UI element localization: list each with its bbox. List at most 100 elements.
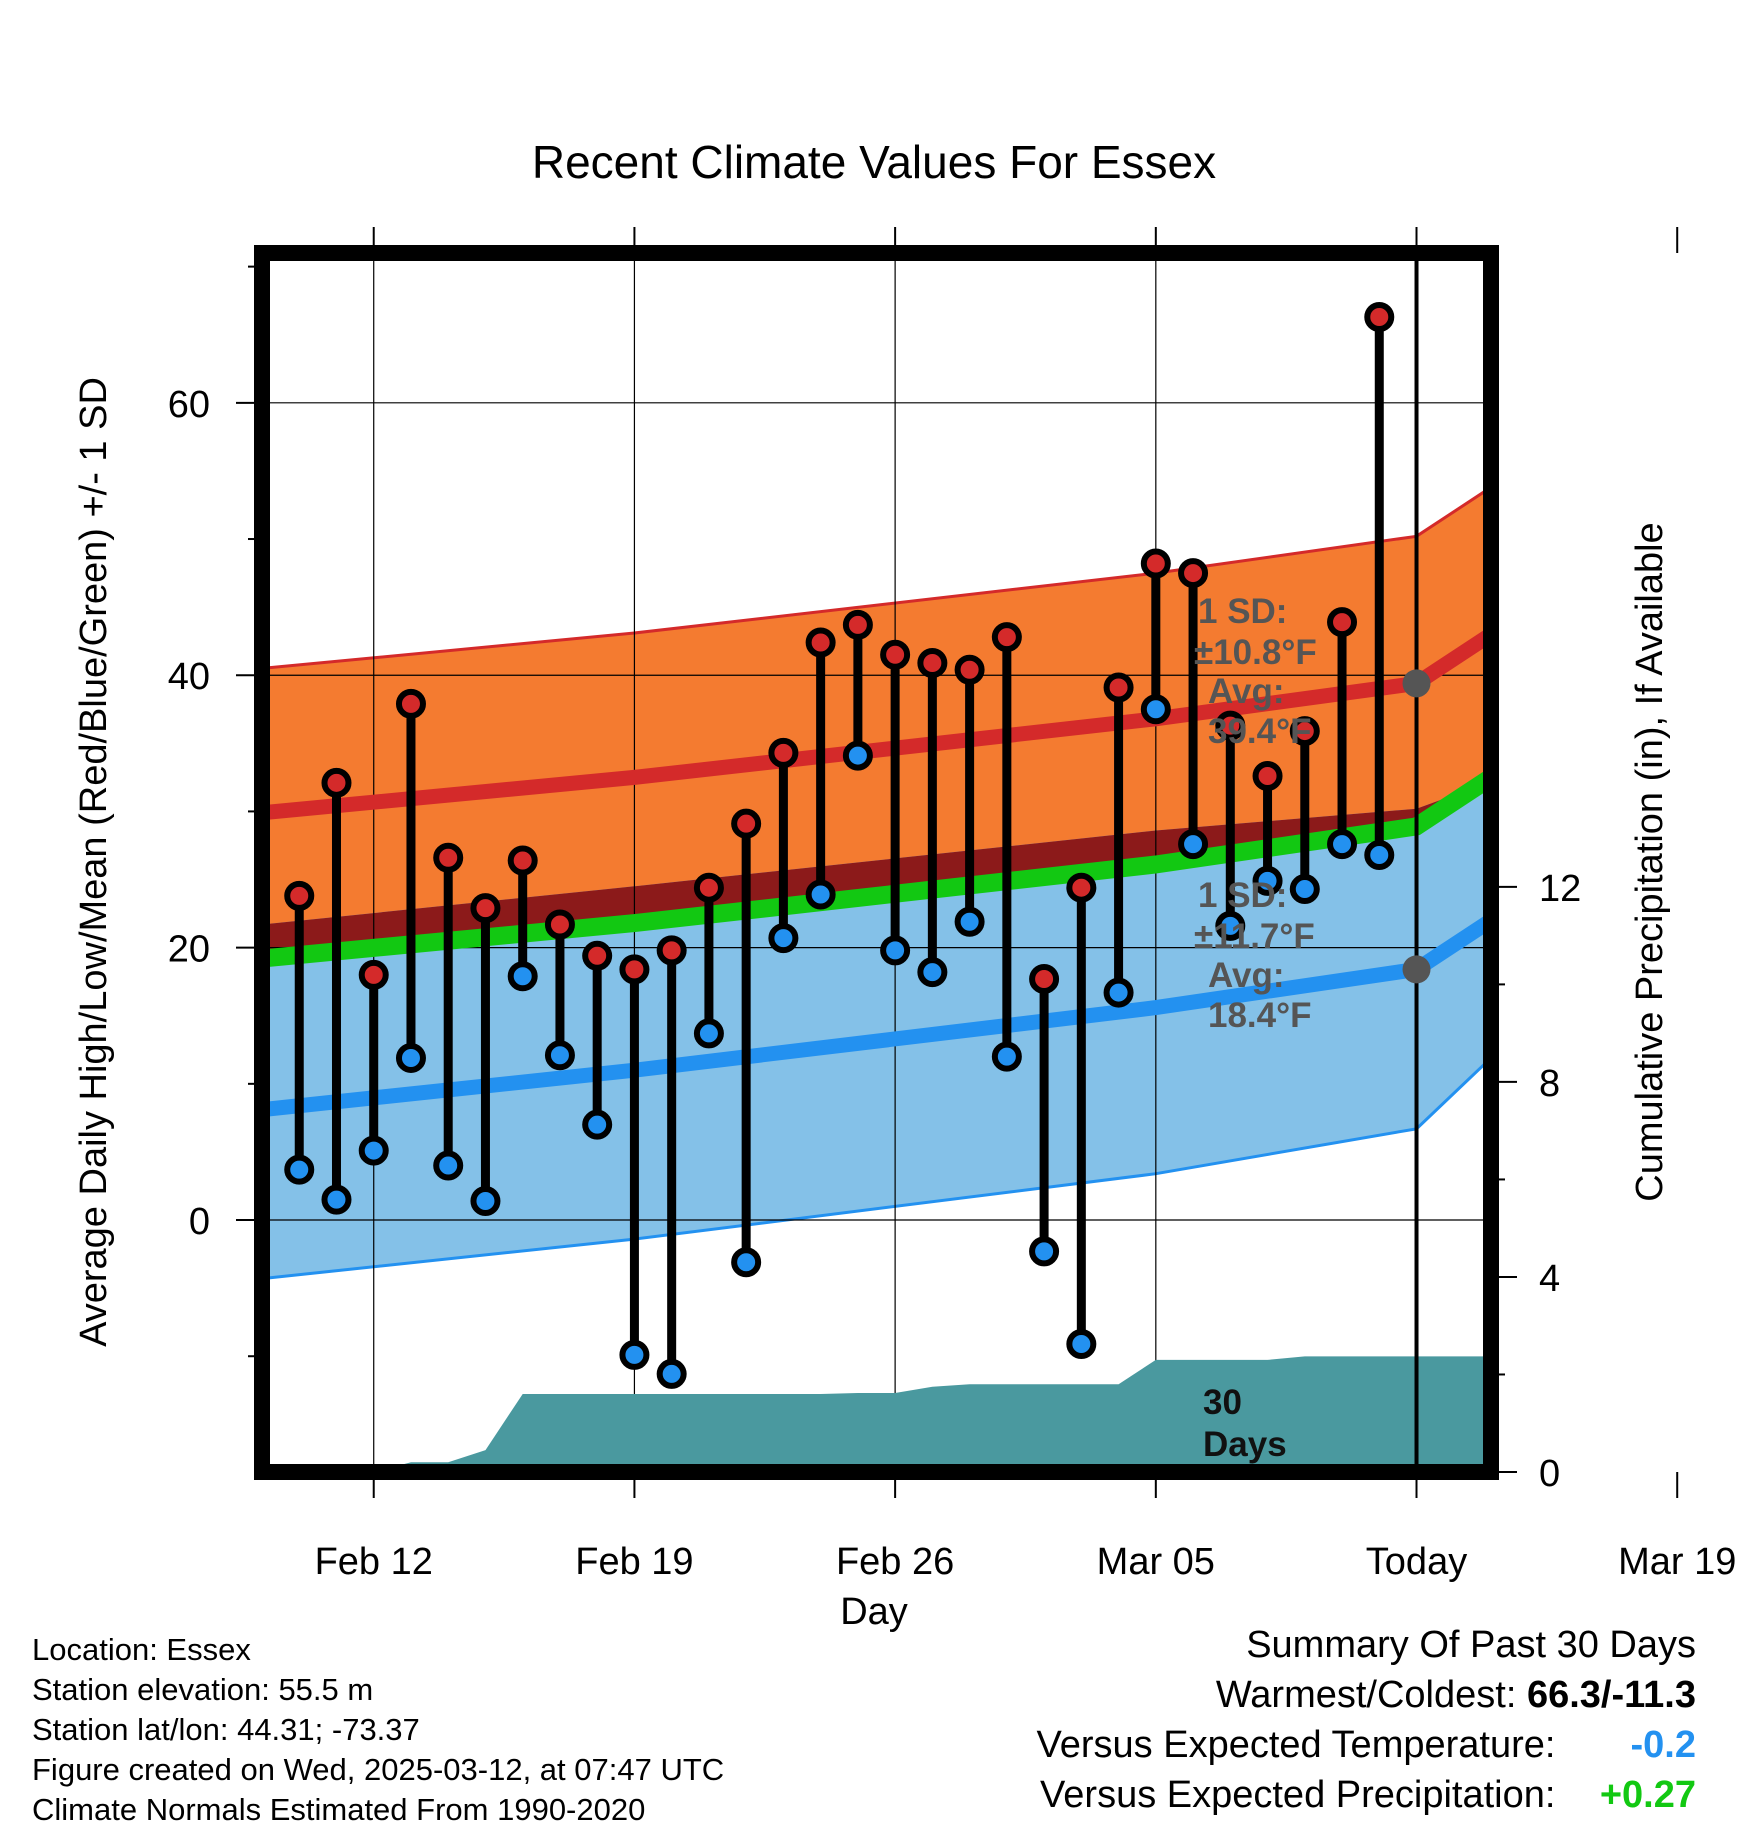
- plot-frame: [254, 245, 1499, 1480]
- y-axis-label: Average Daily High/Low/Mean (Red/Blue/Gr…: [73, 377, 115, 1347]
- daily-low-point: [582, 1109, 613, 1140]
- warmest-coldest-row: Warmest/Coldest: 66.3/-11.3: [1037, 1670, 1696, 1720]
- daily-low-point: [1103, 977, 1134, 1008]
- y2-tick-label: 8: [1539, 1063, 1560, 1105]
- daily-low-point: [544, 1040, 575, 1071]
- precipitation-fill: [262, 1356, 1491, 1472]
- avg-low-line: [262, 914, 1491, 1118]
- high-avg-label: Avg:: [1208, 672, 1284, 711]
- low-sd-value: ±11.7°F: [1194, 917, 1315, 956]
- daily-high-point: [358, 959, 389, 990]
- chart-title: Recent Climate Values For Essex: [532, 136, 1216, 188]
- y2-tick-label: 4: [1539, 1258, 1560, 1300]
- daily-low-point: [1178, 829, 1209, 860]
- daily-high-point: [395, 688, 426, 719]
- daily-high-point: [842, 609, 873, 640]
- daily-low-point: [284, 1154, 315, 1185]
- low-sd-label: 1 SD:: [1198, 876, 1287, 915]
- daily-low-point: [1252, 865, 1283, 896]
- daily-high-point: [805, 627, 836, 658]
- x-tick-label: Mar 05: [1097, 1541, 1215, 1583]
- daily-high-point: [1215, 710, 1246, 741]
- daily-low-point: [991, 1041, 1022, 1072]
- y-tick-label: 60: [168, 384, 210, 426]
- precipitation-row: Versus Expected Precipitation: +0.27: [1037, 1770, 1696, 1820]
- band-overlap: [262, 781, 1491, 955]
- daily-low-point: [917, 957, 948, 988]
- daily-low-point: [693, 1018, 724, 1049]
- precipitation-label: Versus Expected Precipitation:: [1040, 1774, 1556, 1816]
- location-text: Location: Essex: [32, 1632, 251, 1667]
- y2-tick-label: 12: [1539, 868, 1581, 910]
- daily-high-point: [768, 737, 799, 768]
- summary-panel: Summary Of Past 30 Days Warmest/Coldest:…: [1037, 1620, 1696, 1820]
- daily-high-point: [619, 954, 650, 985]
- y2-axis-label: Cumulative Precipitation (in), If Availa…: [1629, 522, 1671, 1201]
- daily-high-point: [1103, 672, 1134, 703]
- today-avg-high-marker: [1402, 669, 1431, 698]
- daily-low-point: [842, 740, 873, 771]
- daily-high-point: [1066, 872, 1097, 903]
- daily-high-point: [1364, 302, 1395, 333]
- x-tick-label: Today: [1366, 1541, 1467, 1583]
- elevation-text: Station elevation: 55.5 m: [32, 1672, 374, 1707]
- daily-low-point: [954, 906, 985, 937]
- temperature-value: -0.2: [1630, 1724, 1696, 1766]
- daily-high-point: [880, 639, 911, 670]
- daily-high-point: [917, 647, 948, 678]
- daily-high-point: [1178, 558, 1209, 589]
- daily-high-point: [433, 842, 464, 873]
- station-info: Location: Essex Station elevation: 55.5 …: [32, 1630, 724, 1830]
- latlon-text: Station lat/lon: 44.31; -73.37: [32, 1712, 420, 1747]
- precipitation-value: +0.27: [1599, 1774, 1696, 1816]
- daily-low-point: [619, 1339, 650, 1370]
- x-axis-label: Day: [840, 1591, 908, 1633]
- high-avg-value: 39.4°F: [1208, 712, 1312, 751]
- days-label-word: Days: [1203, 1425, 1287, 1464]
- daily-low-point: [358, 1135, 389, 1166]
- daily-low-point: [731, 1247, 762, 1278]
- warmest-coldest-label: Warmest/Coldest:: [1215, 1674, 1517, 1716]
- high-sd-label: 1 SD:: [1198, 592, 1287, 631]
- daily-high-point: [656, 935, 687, 966]
- temperature-row: Versus Expected Temperature: -0.2: [1037, 1720, 1696, 1770]
- y-tick-label: 40: [168, 656, 210, 698]
- daily-high-point: [544, 909, 575, 940]
- daily-high-point: [693, 872, 724, 903]
- daily-high-point: [954, 654, 985, 685]
- today-annotations: 1 SD: ±10.8°F Avg: 39.4°F 1 SD: ±11.7°F …: [1194, 592, 1317, 1464]
- precipitation-area: [262, 1356, 1491, 1472]
- low-avg-label: Avg:: [1208, 956, 1284, 995]
- daily-low-point: [1029, 1236, 1060, 1267]
- daily-high-point: [1327, 607, 1358, 638]
- daily-high-point: [1289, 716, 1320, 747]
- x-tick-label: Feb 12: [315, 1541, 433, 1583]
- created-text: Figure created on Wed, 2025-03-12, at 07…: [32, 1752, 725, 1787]
- daily-low-point: [1066, 1328, 1097, 1359]
- x-tick-label: Mar 19: [1618, 1541, 1736, 1583]
- daily-high-point: [582, 940, 613, 971]
- temperature-label: Versus Expected Temperature:: [1036, 1724, 1556, 1766]
- daily-high-point: [991, 622, 1022, 653]
- daily-low-point: [805, 879, 836, 910]
- daily-high-point: [731, 808, 762, 839]
- days-label-count: 30: [1203, 1383, 1242, 1422]
- y2-tick-label: 0: [1539, 1453, 1560, 1495]
- daily-low-point: [880, 935, 911, 966]
- daily-high-point: [507, 845, 538, 876]
- daily-high-point: [1029, 963, 1060, 994]
- warmest-coldest-value: 66.3/-11.3: [1526, 1674, 1696, 1716]
- x-tick-label: Feb 19: [575, 1541, 693, 1583]
- today-marker-layer: [1402, 253, 1431, 1472]
- daily-high-point: [321, 767, 352, 798]
- daily-low-point: [656, 1358, 687, 1389]
- daily-low-point: [1289, 874, 1320, 905]
- daily-high-point: [470, 893, 501, 924]
- daily-low-point: [470, 1185, 501, 1216]
- daily-low-point: [768, 923, 799, 954]
- daily-low-point: [395, 1042, 426, 1073]
- y-tick-label: 0: [189, 1201, 210, 1243]
- low-avg-value: 18.4°F: [1208, 996, 1312, 1035]
- daily-high-point: [284, 880, 315, 911]
